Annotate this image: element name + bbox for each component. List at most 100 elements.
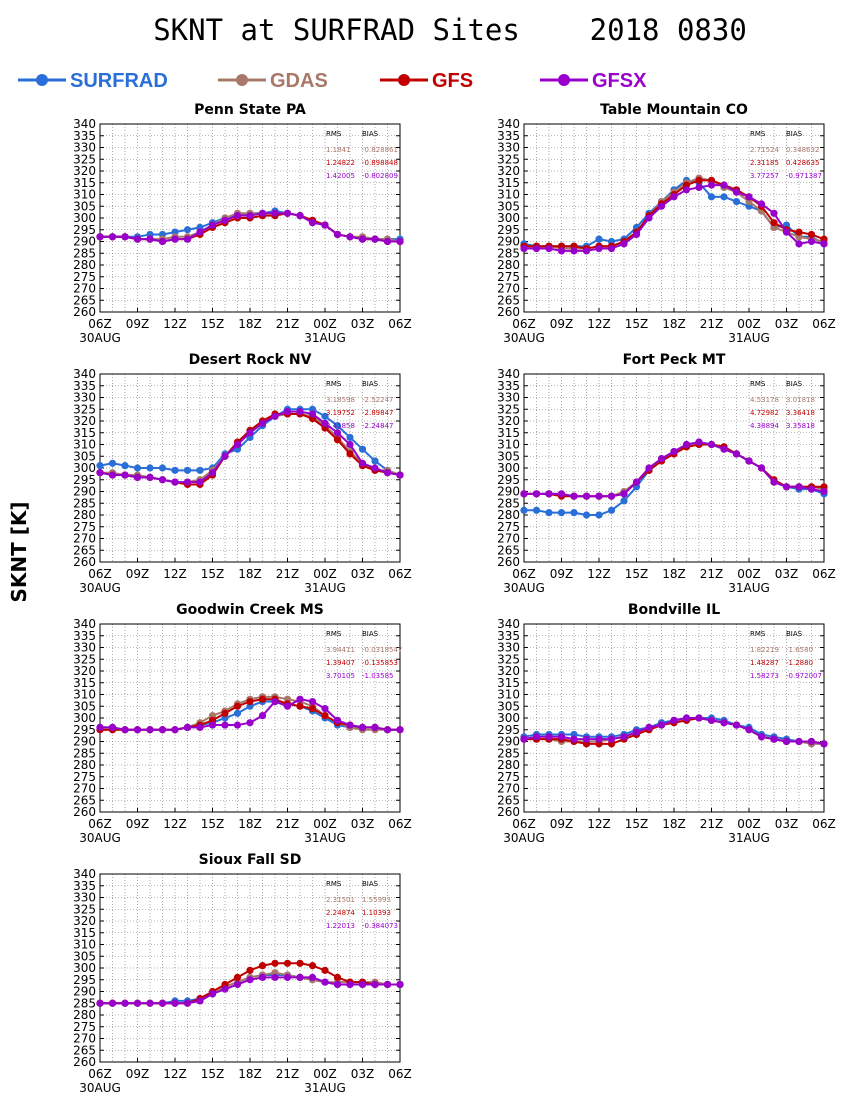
data-point-gfsx [770,209,778,217]
y-tick-label: 275 [497,770,520,784]
data-point-gfsx [770,735,778,743]
data-point-gfsx [570,735,578,743]
data-point-gfsx [171,235,179,243]
y-tick-label: 320 [73,914,96,928]
x-tick-label: 06Z [88,1067,112,1081]
y-tick-label: 285 [497,746,520,760]
data-point-gfsx [520,490,528,498]
y-tick-label: 275 [73,270,96,284]
y-tick-label: 295 [73,473,96,487]
data-point-gfsx [346,980,354,989]
data-point-gfs [246,697,254,706]
data-point-gfsx [383,726,392,734]
data-point-surfrad [346,433,354,442]
data-point-gfs [221,709,229,717]
data-point-gfs [333,973,342,982]
y-tick-label: 340 [497,367,520,381]
stat-bias-gdas: 3.01818 [786,396,815,404]
x-tick-label: 06Z [512,317,536,331]
y-tick-label: 325 [497,402,520,416]
y-tick-label: 270 [73,1032,96,1046]
data-point-gfsx [333,429,342,437]
x-tick-label: 21Z [276,567,300,581]
data-point-gfsx [732,450,741,458]
x-tick-label: 12Z [587,567,611,581]
y-tick-label: 270 [497,782,520,796]
x-tick-label: 06Z [88,317,112,331]
data-point-gfsx [795,240,803,248]
y-tick-label: 335 [497,129,520,143]
y-tick-label: 265 [73,1043,96,1057]
x-date-label: 30AUG [79,831,121,845]
panel-title: Table Mountain CO [600,102,748,118]
stat-bias-gdas: -2.52247 [362,396,393,404]
data-point-surfrad [183,466,192,474]
panel-title: Desert Rock NV [189,352,312,368]
series-gdas [520,174,828,253]
x-date-label: 30AUG [79,331,121,345]
y-tick-label: 320 [497,664,520,678]
y-tick-label: 260 [73,305,96,319]
y-tick-label: 290 [497,235,520,249]
x-tick-label: 12Z [163,817,187,831]
y-tick-label: 285 [497,246,520,260]
data-point-gfsx [670,716,678,724]
data-point-gfsx [308,697,317,706]
y-tick-label: 260 [73,555,96,569]
data-point-gfsx [807,237,816,246]
data-point-gfsx [321,221,329,229]
data-point-gfsx [171,478,179,486]
x-tick-label: 15Z [201,1067,225,1081]
stat-rms-gfsx: 1.42005 [326,172,355,180]
x-tick-label: 09Z [126,817,150,831]
stat-bias-gdas: -1.6580 [786,646,813,654]
data-point-gfsx [582,735,591,743]
stat-bias-gfsx: -0.971387 [786,172,822,180]
data-point-gfsx [246,212,254,220]
data-point-surfrad [620,497,628,505]
data-point-gfsx [371,980,379,989]
data-point-gfsx [745,193,753,201]
data-point-gfsx [670,193,678,201]
data-point-gfsx [520,244,528,253]
stat-bias-gdas: 1.55993 [362,896,391,904]
stats-header-rms: RMS [750,630,766,638]
data-point-gfsx [183,723,192,732]
x-date-label: 31AUG [728,831,770,845]
stat-rms-gfs: 4.72982 [750,409,779,417]
stat-rms-gfs: 1.24822 [326,159,355,167]
x-tick-label: 09Z [550,317,574,331]
data-point-gfsx [133,999,142,1007]
data-point-gfsx [807,485,816,493]
y-tick-label: 270 [73,782,96,796]
y-tick-label: 325 [73,902,96,916]
data-point-gfsx [296,408,304,416]
y-tick-label: 305 [73,199,96,213]
x-tick-label: 09Z [126,1067,150,1081]
data-point-gfsx [233,721,242,729]
data-point-surfrad [570,509,578,517]
legend-label-surfrad: SURFRAD [70,70,168,92]
y-tick-label: 280 [497,508,520,522]
stat-rms-gdas: 3.94411 [326,646,355,654]
data-point-gfsx [645,214,653,222]
data-point-gfsx [221,216,229,224]
data-point-gfsx [545,244,553,253]
x-tick-label: 03Z [775,567,799,581]
stat-bias-gdas: 0.348632 [786,146,819,154]
y-tick-label: 335 [497,629,520,643]
data-point-gfsx [358,235,367,243]
panel-grid [99,873,401,1063]
data-point-gfsx [682,440,691,449]
y-tick-label: 310 [73,438,96,452]
stat-rms-gdas: 1.1841 [326,146,351,154]
stat-bias-gfsx: 3.35818 [786,422,815,430]
data-point-gfsx [158,726,167,734]
x-tick-label: 00Z [313,817,337,831]
stat-rms-gfs: 1.39407 [326,659,355,667]
x-tick-label: 18Z [238,567,262,581]
x-date-label: 30AUG [503,831,545,845]
data-point-gfsx [545,490,553,498]
x-tick-label: 06Z [388,817,412,831]
stat-rms-gdas: 2.71524 [750,146,779,154]
